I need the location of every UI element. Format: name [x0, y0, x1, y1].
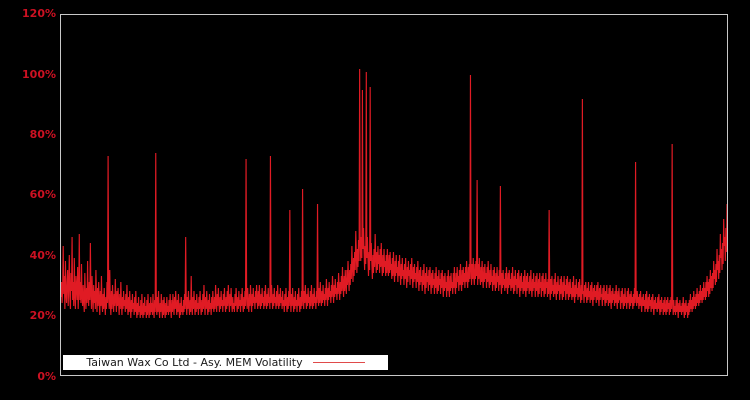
legend-line-swatch	[312, 362, 365, 363]
y-axis-tick-100: 100%	[22, 68, 56, 81]
y-axis-tick-120: 120%	[22, 7, 56, 20]
volatility-series	[61, 15, 727, 375]
y-axis-tick-60: 60%	[29, 188, 56, 201]
plot-area	[60, 14, 728, 376]
series-path-0	[61, 69, 727, 318]
y-axis-tick-80: 80%	[29, 128, 56, 141]
chart-legend: Taiwan Wax Co Ltd - Asy. MEM Volatility	[63, 355, 388, 370]
y-axis-tick-20: 20%	[29, 309, 56, 322]
y-axis-tick-0: 0%	[37, 370, 56, 383]
legend-label: Taiwan Wax Co Ltd - Asy. MEM Volatility	[86, 356, 303, 369]
y-axis-tick-40: 40%	[29, 249, 56, 262]
